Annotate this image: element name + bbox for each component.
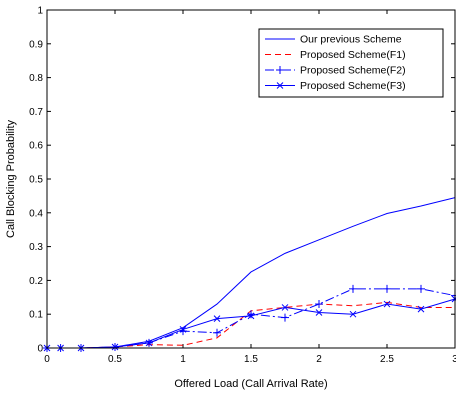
x-tick-label: 0.5 (108, 354, 122, 365)
point-plus-marker (179, 327, 187, 336)
y-tick-label: 0.5 (29, 175, 43, 186)
point-x-marker (145, 339, 153, 347)
point-x-marker (281, 304, 289, 311)
y-tick-label: 0.6 (29, 141, 43, 152)
point-x-marker (315, 309, 323, 316)
x-tick-label: 1 (180, 354, 186, 365)
point-x-marker (213, 315, 221, 322)
y-tick-label: 1 (37, 6, 43, 17)
series-4 (43, 295, 456, 352)
series-line (47, 197, 456, 349)
series-line (47, 288, 456, 349)
legend-label: Proposed Scheme(F1) (300, 49, 406, 61)
y-tick-label: 0.9 (29, 39, 43, 50)
series-line (47, 298, 456, 349)
point-plus-marker (417, 284, 425, 293)
y-tick-label: 0.8 (29, 73, 43, 84)
x-tick-label: 3 (452, 354, 456, 365)
point-x-marker (276, 82, 284, 89)
point-plus-marker (247, 310, 255, 319)
point-plus-marker (349, 284, 357, 293)
y-tick-label: 0.7 (29, 107, 43, 118)
point-plus-marker (276, 66, 284, 74)
point-x-marker (349, 310, 357, 318)
y-tick-label: 0.4 (29, 208, 43, 219)
point-x-marker (383, 300, 391, 308)
series-3 (43, 284, 456, 352)
x-tick-label: 0 (44, 354, 50, 365)
legend-item: Proposed Scheme(F3) (265, 80, 406, 92)
point-x-marker (111, 343, 119, 351)
y-tick-label: 0.1 (29, 310, 43, 321)
plot-frame (46, 9, 456, 349)
legend-label: Proposed Scheme(F3) (300, 80, 406, 92)
legend-item: Our previous Scheme (265, 34, 402, 46)
legend-item: Proposed Scheme(F2) (265, 65, 406, 77)
point-x-marker (247, 312, 255, 320)
x-tick-label: 2.5 (380, 354, 394, 365)
y-axis-label: Call Blocking Probability (5, 120, 17, 238)
x-tick-label: 1.5 (244, 354, 258, 365)
y-tick-label: 0.3 (29, 242, 43, 253)
y-tick-label: 0 (37, 344, 43, 355)
point-plus-marker (281, 313, 289, 322)
x-axis-label: Offered Load (Call Arrival Rate) (174, 378, 327, 390)
point-x-marker (417, 305, 425, 313)
point-plus-marker (383, 284, 391, 293)
ticks-layer: 0 0.5 1 1.5 2 2.5 3 0 0.1 0.2 0.3 0.4 0.5 0.6 0.7 0.8 0.… (29, 6, 456, 366)
series-layer (43, 197, 456, 352)
legend-label: Our previous Scheme (300, 34, 402, 46)
point-x-marker (179, 326, 187, 333)
x-tick-label: 2 (316, 354, 322, 365)
y-tick-label: 0.2 (29, 276, 43, 287)
series-2 (47, 301, 455, 349)
legend: Our previous Scheme Proposed Scheme(F1) Pr… (258, 28, 444, 98)
series-1 (47, 197, 456, 349)
point-plus-marker (315, 300, 323, 309)
legend-label: Proposed Scheme(F2) (300, 65, 406, 77)
legend-item: Proposed Scheme(F1) (265, 49, 406, 61)
series-line (47, 301, 455, 349)
point-plus-marker (213, 328, 221, 337)
